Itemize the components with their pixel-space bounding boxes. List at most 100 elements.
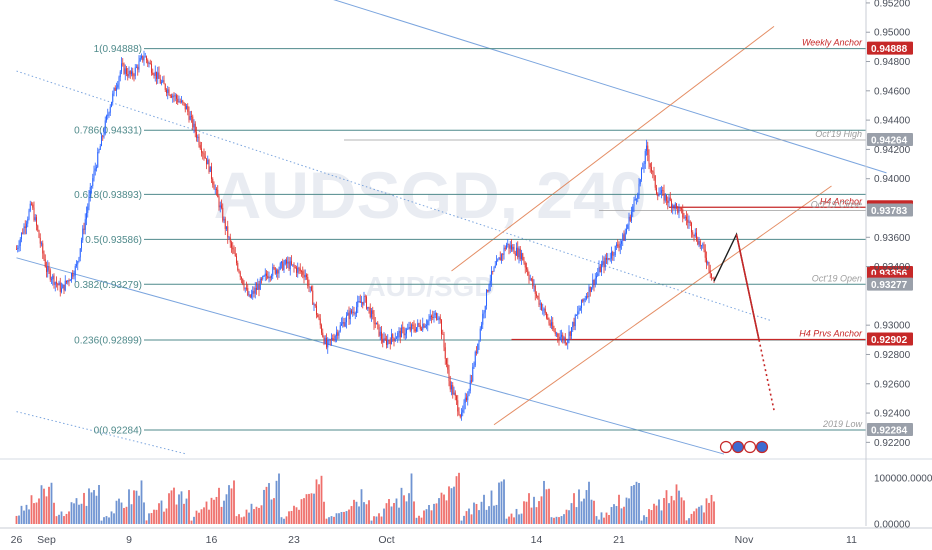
candle-body-up bbox=[172, 95, 174, 98]
volume-bar-up bbox=[400, 487, 403, 524]
volume-bar-down bbox=[213, 499, 215, 524]
candle-body-up bbox=[99, 145, 101, 150]
candle-body-up bbox=[354, 313, 356, 315]
candle-body-down bbox=[381, 331, 382, 339]
volume-bar-up bbox=[515, 508, 518, 524]
candle-body-down bbox=[326, 338, 327, 348]
candle-body-down bbox=[681, 208, 682, 210]
volume-bar-up bbox=[583, 498, 585, 524]
candle-body-up bbox=[658, 193, 660, 196]
volume-bar-down bbox=[348, 509, 350, 524]
volume-bar-up bbox=[643, 515, 645, 524]
volume-bar-up bbox=[425, 509, 428, 524]
candle-body-up bbox=[82, 228, 84, 241]
candle-body-up bbox=[468, 390, 470, 396]
candle-body-up bbox=[473, 365, 475, 367]
event-marker-icon[interactable] bbox=[755, 440, 769, 454]
candle-body-up bbox=[209, 166, 211, 172]
volume-tick-label: 100000.00000 bbox=[874, 474, 932, 485]
volume-bar-down bbox=[573, 493, 575, 524]
level-annotation: Oct'19 Close bbox=[811, 199, 862, 209]
candle-body-up bbox=[248, 294, 250, 296]
volume-bar-up bbox=[75, 498, 78, 524]
volume-bar-up bbox=[630, 486, 633, 524]
candle-body-up bbox=[79, 248, 81, 258]
candle-body-down bbox=[373, 313, 375, 324]
candle-body-up bbox=[469, 380, 471, 391]
projection-down-leg bbox=[735, 234, 760, 340]
candle-body-down bbox=[307, 276, 309, 286]
volume-bar-down bbox=[245, 509, 248, 524]
candle-body-down bbox=[137, 66, 139, 70]
volume-bar-up bbox=[700, 505, 703, 524]
volume-bar-down bbox=[368, 500, 370, 524]
candle-body-down bbox=[606, 257, 607, 260]
candle-body-down bbox=[298, 267, 300, 269]
volume-bar-down bbox=[513, 517, 515, 524]
candle-body-up bbox=[136, 66, 137, 68]
volume-bar-down bbox=[53, 502, 55, 524]
candle-body-up bbox=[453, 392, 455, 395]
candle-body-up bbox=[424, 325, 426, 328]
event-markers[interactable] bbox=[719, 440, 769, 454]
candle-body-down bbox=[177, 98, 179, 103]
candle-body-up bbox=[609, 258, 611, 260]
volume-bar-down bbox=[290, 510, 293, 524]
volume-bar-down bbox=[233, 480, 235, 524]
volume-bar-down bbox=[150, 513, 153, 524]
volume-bar-down bbox=[298, 509, 300, 524]
candle-body-down bbox=[261, 278, 262, 280]
candle-body-up bbox=[479, 328, 481, 341]
volume-bar-up bbox=[415, 517, 418, 524]
price-tick-label: 0.92800 bbox=[874, 350, 911, 361]
event-marker-icon[interactable] bbox=[743, 440, 757, 454]
candle-body-up bbox=[404, 333, 406, 336]
candle-body-down bbox=[36, 217, 37, 226]
price-tick-label: 0.95000 bbox=[874, 28, 911, 39]
event-marker-icon[interactable] bbox=[719, 440, 733, 454]
volume-bar-down bbox=[63, 516, 65, 524]
candle-body-down bbox=[353, 311, 355, 314]
candle-body-down bbox=[318, 317, 320, 319]
volume-bar-down bbox=[30, 495, 33, 524]
candle-body-up bbox=[481, 324, 482, 329]
candle-body-up bbox=[181, 100, 182, 103]
volume-bar-up bbox=[390, 506, 393, 524]
volume-bar-down bbox=[215, 496, 218, 524]
candle-body-down bbox=[502, 254, 504, 256]
candle-body-up bbox=[118, 77, 120, 85]
candle-body-down bbox=[237, 262, 239, 270]
level-annotation: Weekly Anchor bbox=[802, 38, 863, 48]
candle-body-up bbox=[543, 308, 545, 310]
candle-body-down bbox=[541, 303, 542, 311]
candle-body-up bbox=[358, 301, 360, 302]
candle-body-down bbox=[286, 260, 287, 264]
candle-body-up bbox=[64, 280, 66, 291]
candle-body-up bbox=[428, 319, 430, 321]
candle-body-down bbox=[288, 261, 290, 270]
candle-body-down bbox=[266, 273, 267, 276]
volume-bar-down bbox=[295, 507, 298, 524]
candle-body-down bbox=[153, 74, 155, 76]
candle-body-up bbox=[34, 217, 36, 221]
volume-bar-up bbox=[645, 516, 648, 524]
candle-body-up bbox=[144, 56, 146, 58]
event-marker-icon[interactable] bbox=[731, 440, 745, 454]
candle-body-up bbox=[379, 331, 381, 336]
level-annotation: Oct'19 High bbox=[815, 129, 862, 139]
candle-body-down bbox=[654, 175, 656, 188]
candle-body-up bbox=[477, 343, 479, 353]
volume-bar-down bbox=[393, 503, 395, 524]
volume-bar-down bbox=[458, 472, 460, 524]
candle-body-up bbox=[292, 264, 294, 266]
candle-body-up bbox=[493, 267, 495, 272]
candle-body-down bbox=[527, 269, 529, 275]
candle-body-up bbox=[626, 228, 627, 233]
candle-body-up bbox=[52, 275, 54, 280]
candle-body-up bbox=[27, 219, 29, 224]
candle-body-up bbox=[334, 335, 336, 341]
candle-body-down bbox=[16, 249, 17, 250]
candle-body-down bbox=[459, 414, 461, 417]
